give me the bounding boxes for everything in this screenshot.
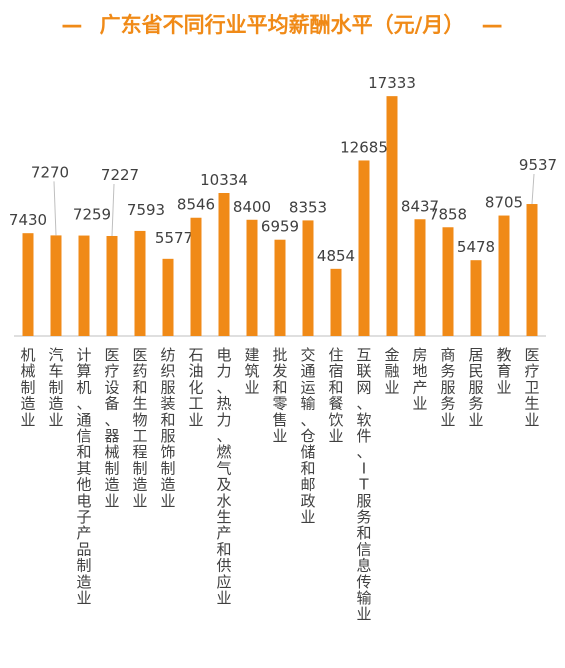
- bar-15: [414, 219, 426, 336]
- value-label-19: 9537: [519, 156, 557, 174]
- bar-9: [246, 219, 258, 336]
- category-label-4: 医疗设备、器械制造业: [104, 346, 119, 510]
- chart-title: — 广东省不同行业平均薪酬水平（元/月） —: [61, 13, 502, 37]
- category-label-5: 医药和生物工程制造业: [132, 346, 147, 510]
- value-label-13: 12685: [340, 138, 388, 156]
- value-label-8: 10334: [200, 171, 248, 189]
- bar-17: [470, 260, 482, 336]
- category-label-3: 计算机、通信和其他电子产品制造业: [76, 346, 91, 607]
- bar-11: [302, 220, 314, 336]
- value-label-2: 7270: [31, 163, 69, 181]
- bar-13: [358, 160, 370, 336]
- category-label-14: 金融业: [384, 346, 399, 396]
- category-label-10: 批发和零售业: [272, 346, 287, 445]
- value-label-11: 8353: [289, 198, 327, 216]
- category-label-17: 居民服务业: [468, 346, 483, 429]
- value-label-6: 5577: [155, 229, 193, 247]
- value-label-16: 7858: [429, 205, 467, 223]
- value-label-5: 7593: [127, 201, 165, 219]
- bar-18: [498, 215, 510, 336]
- bar-4: [106, 235, 118, 336]
- value-label-3: 7259: [73, 206, 111, 224]
- category-label-12: 住宿和餐饮业: [328, 346, 343, 445]
- title-right-dash: —: [482, 13, 503, 37]
- category-label-19: 医疗卫生业: [524, 346, 539, 429]
- bar-14: [386, 96, 398, 336]
- category-label-8: 电力、热力、燃气及水生产和供应业: [216, 346, 231, 607]
- value-label-1: 7430: [9, 211, 47, 229]
- value-label-18: 8705: [485, 194, 523, 212]
- value-label-15: 8437: [401, 197, 439, 215]
- category-label-13: 互联网、软件、 I T 服务和信息传输业: [356, 346, 371, 623]
- value-label-10: 6959: [261, 218, 299, 236]
- value-leader-2: [53, 181, 57, 236]
- category-label-9: 建筑业: [244, 346, 259, 396]
- value-leader-19: [531, 173, 535, 205]
- bar-3: [78, 235, 90, 336]
- value-label-7: 8546: [177, 196, 215, 214]
- bar-1: [22, 233, 34, 336]
- bar-19: [526, 204, 538, 336]
- category-label-1: 机械制造业: [20, 346, 35, 429]
- plot-area: 7430 机械制造业 7270 汽车制造业 7259 计算机、通信和其他电子产品制造业 72…: [9, 74, 557, 623]
- title-label: 广东省不同行业平均薪酬水平（元/月）: [100, 13, 465, 37]
- value-label-4: 7227: [101, 166, 139, 184]
- category-label-15: 房地产业: [412, 346, 427, 413]
- bar-6: [162, 258, 174, 336]
- category-label-7: 石油化工业: [188, 346, 203, 429]
- title-left-dash: —: [61, 13, 82, 37]
- bar-2: [50, 235, 62, 336]
- category-label-18: 教育业: [496, 346, 511, 396]
- bar-7: [190, 217, 202, 336]
- bar-10: [274, 239, 286, 336]
- category-label-6: 纺织服装和服饰制造业: [160, 346, 175, 510]
- bar-16: [442, 227, 454, 336]
- bar-8: [218, 192, 230, 336]
- value-label-12: 4854: [317, 247, 355, 265]
- value-leader-4: [111, 183, 115, 237]
- value-label-17: 5478: [457, 238, 495, 256]
- chart-title-text: — 广东省不同行业平均薪酬水平（元/月） —: [61, 13, 502, 37]
- value-label-9: 8400: [233, 198, 271, 216]
- bar-12: [330, 268, 342, 336]
- bar-5: [134, 230, 146, 336]
- category-label-16: 商务服务业: [440, 346, 455, 429]
- value-label-14: 17333: [368, 74, 416, 92]
- category-label-2: 汽车制造业: [48, 346, 63, 429]
- category-label-11: 交通运输、仓储和邮政业: [300, 346, 315, 526]
